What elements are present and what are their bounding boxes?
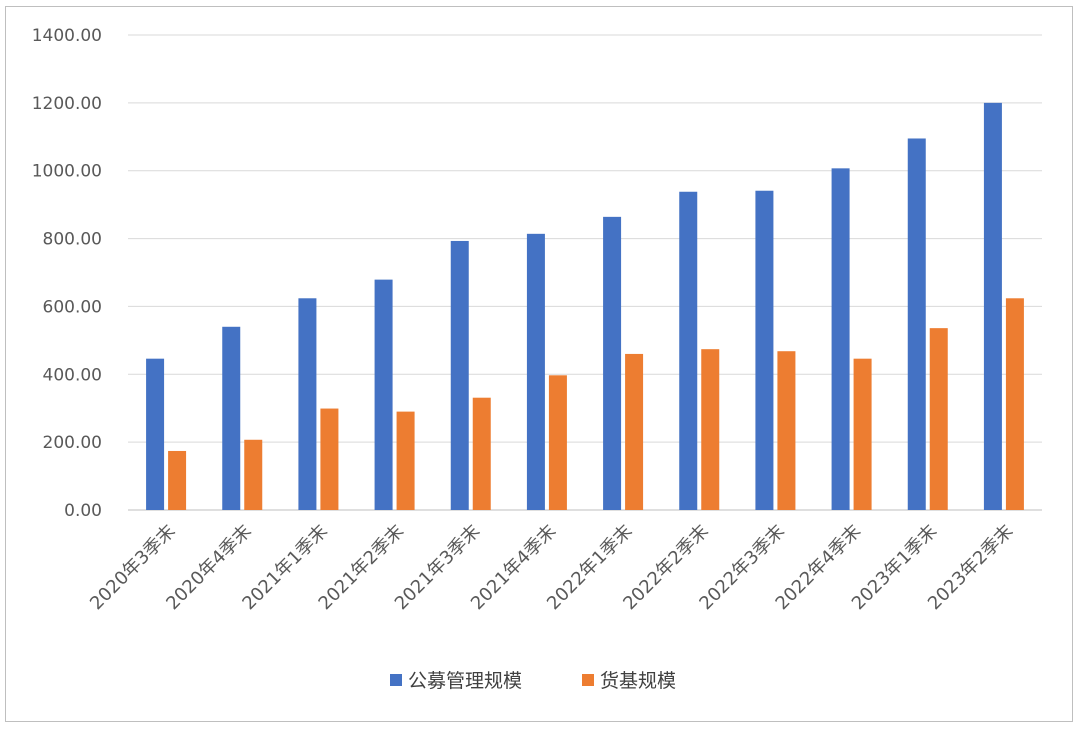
legend: 公募管理规模 货基规模 [390,670,676,692]
bar-money-fund [548,375,567,510]
y-tick-label: 400.00 [43,365,102,385]
bar-money-fund [396,411,415,510]
bar-total-aum [450,240,469,511]
bar-money-fund [701,349,720,510]
bar-total-aum [146,358,165,510]
bar-money-fund [1005,298,1024,510]
y-tick-label: 1400.00 [32,26,102,46]
bar-money-fund [929,328,948,510]
y-tick-label: 600.00 [43,297,102,317]
bar-total-aum [374,279,393,510]
y-axis-ticks: 0.00 200.00 400.00 600.00 800.00 1000.00 1200.… [32,26,102,521]
bar-total-aum [983,102,1002,510]
legend-label: 公募管理规模 [408,670,522,692]
y-tick-label: 0.00 [64,501,102,521]
bar-total-aum [755,190,774,510]
gridlines [128,34,1042,511]
bars [146,102,1024,511]
bar-total-aum [526,233,545,511]
bar-money-fund [777,351,796,510]
bar-money-fund [168,450,187,510]
bar-money-fund [244,439,263,510]
y-tick-label: 200.00 [43,433,102,453]
bar-total-aum [603,216,622,510]
bar-total-aum [831,168,850,510]
bar-money-fund [472,397,491,510]
legend-swatch [582,674,594,686]
legend-label: 货基规模 [600,670,676,692]
y-tick-label: 800.00 [43,230,102,250]
bar-total-aum [222,326,241,510]
y-tick-label: 1000.00 [32,162,102,182]
bar-money-fund [625,353,644,510]
bar-money-fund [853,358,872,510]
legend-swatch [390,674,402,686]
bar-money-fund [320,408,339,510]
bar-total-aum [679,191,698,510]
y-tick-label: 1200.00 [32,94,102,114]
x-axis-labels: 2020年3季末2020年4季末2021年1季末2021年2季末2021年3季末… [86,521,1017,615]
bar-total-aum [298,298,317,510]
bar-total-aum [907,138,926,510]
